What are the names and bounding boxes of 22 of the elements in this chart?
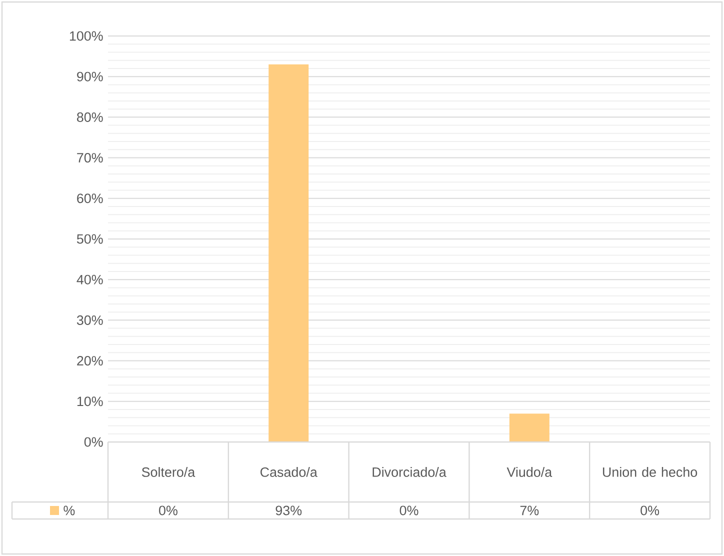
y-tick-label: 60% [77,194,103,204]
x-tick-label: Divorciado/a [372,467,446,477]
y-tick-label: 80% [76,112,103,122]
x-tick-label: Union de hecho [602,467,698,477]
y-tick-label: 10% [77,396,103,406]
data-label: 0% [640,506,660,516]
y-tick-label: 50% [76,234,103,244]
x-tick-label: Casado/a [260,467,318,477]
data-label: 0% [159,506,178,516]
y-tick-label: 70% [77,153,103,163]
legend-label: % [64,506,75,516]
y-tick-label: 40% [76,274,103,284]
x-tick-label: Viudo/a [506,467,552,477]
y-tick-label: 0% [84,437,103,447]
data-label: 93% [276,506,302,516]
x-tick-label: Soltero/a [142,467,196,477]
y-tick-label: 90% [77,72,103,82]
data-label: 0% [400,506,418,516]
y-tick-label: 100% [70,31,103,41]
y-tick-label: 30% [76,315,103,325]
data-label: 7% [520,506,539,516]
y-tick-label: 20% [77,356,103,366]
